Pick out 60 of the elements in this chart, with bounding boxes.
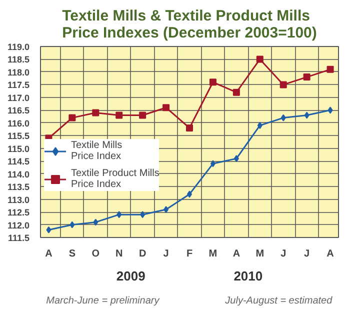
point — [256, 56, 264, 63]
x-tick-label: D — [138, 248, 146, 260]
point — [70, 221, 75, 228]
x-tick-label: A — [45, 248, 52, 260]
legend-label: Textile Mills Price Index — [71, 139, 122, 163]
y-tick-label: 115.5 — [7, 131, 30, 142]
point — [162, 104, 170, 112]
y-tick-label: 111.5 — [8, 233, 30, 243]
y-tick-label: 116.5 — [7, 106, 30, 116]
x-tick-label: M — [256, 248, 264, 260]
x-tick-label: F — [186, 248, 193, 260]
x-tick-label: J — [163, 248, 169, 260]
point — [186, 124, 193, 132]
y-tick-label: 118.0 — [7, 67, 30, 78]
point — [210, 160, 216, 168]
x-tick-label: A — [232, 248, 240, 260]
text: March-June = preliminary — [46, 296, 160, 307]
y-tick-label: 119.0 — [7, 42, 30, 52]
text: July-August = estimated — [224, 296, 333, 307]
point — [93, 218, 98, 226]
y-tick-label: 116.0 — [7, 118, 30, 128]
y-tick-label: 113.5 — [7, 182, 30, 192]
y-tick-label: 117.5 — [7, 80, 30, 90]
point — [326, 66, 334, 73]
point — [68, 114, 76, 122]
point — [92, 109, 100, 116]
y-tick-label: 117.0 — [7, 92, 30, 103]
x-tick-label: M — [208, 248, 218, 260]
x-tick-label: A — [326, 248, 334, 260]
point — [116, 112, 123, 119]
point — [139, 112, 146, 119]
x-tick-label: S — [68, 248, 76, 260]
point — [257, 122, 262, 129]
point — [232, 88, 240, 96]
point — [280, 114, 286, 122]
chart-title: Textile Mills & Textile Product Mills Price Indexes (December 2003=100) — [62, 8, 317, 42]
point — [280, 81, 287, 88]
y-tick-label: 114.5 — [7, 156, 30, 167]
point — [140, 211, 146, 218]
x-tick-label: J — [280, 248, 286, 260]
y-tick-label: 115.0 — [7, 144, 30, 154]
y-tick-label: 118.5 — [7, 54, 30, 65]
y-tick-label: 112.5 — [7, 208, 30, 218]
x-tick-label: J — [304, 248, 310, 260]
legend-label: Textile Product Mills Price Index — [71, 167, 160, 191]
point — [164, 206, 169, 213]
y-tick-label: 114.0 — [7, 169, 30, 180]
y-tick-label: 112.0 — [7, 220, 30, 230]
x-tick-label: N — [115, 248, 123, 260]
point — [303, 74, 310, 81]
text: 2009 — [116, 268, 146, 284]
text: 2010 — [234, 268, 263, 284]
point — [46, 226, 52, 234]
y-tick-label: 113.0 — [7, 194, 30, 205]
point — [116, 211, 122, 218]
point — [304, 112, 310, 119]
point — [328, 106, 333, 114]
point — [209, 78, 216, 86]
x-tick-label: O — [92, 248, 100, 260]
point — [234, 155, 239, 162]
